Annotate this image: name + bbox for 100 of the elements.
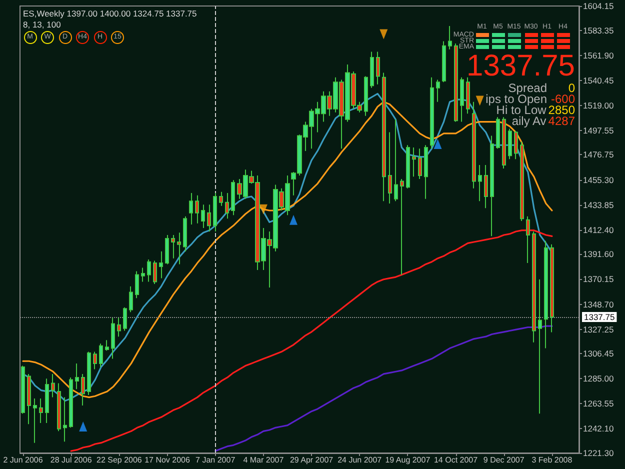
candlestick xyxy=(219,191,223,206)
candlestick xyxy=(123,306,127,332)
candlestick xyxy=(406,144,410,189)
candlestick xyxy=(436,79,440,102)
candlestick xyxy=(93,351,97,370)
candlestick xyxy=(442,40,446,83)
point xyxy=(79,421,88,432)
annotation: -600 xyxy=(550,92,576,106)
y-tick-label: 1285.00 xyxy=(583,374,614,384)
candlestick xyxy=(538,278,542,414)
candlestick xyxy=(376,51,380,85)
candlestick xyxy=(75,362,79,390)
candlestick xyxy=(105,340,109,352)
annotation: 1337.75 xyxy=(466,50,575,82)
candlestick xyxy=(412,146,416,178)
x-tick-label: 7 Jan 2007 xyxy=(196,456,236,464)
candlestick xyxy=(147,259,151,282)
candlestick xyxy=(189,192,193,226)
annotation: aily Av xyxy=(512,114,546,128)
candlestick xyxy=(370,51,374,88)
annotation: Hi to Low xyxy=(496,103,547,117)
candlestick xyxy=(544,240,548,349)
x-tick-label: 2 Jun 2006 xyxy=(3,456,44,464)
y-tick-label: 1391.60 xyxy=(583,249,614,260)
x-tick-label: 9 Dec 2007 xyxy=(483,456,525,464)
candlestick xyxy=(478,164,482,202)
candlestick xyxy=(508,128,512,160)
y-tick-label: 1540.45 xyxy=(583,75,614,86)
y-tick-label: 1263.55 xyxy=(583,398,614,409)
y-tick-label: 1433.85 xyxy=(583,200,614,210)
candlestick xyxy=(165,234,169,265)
y-tick-label: 1412.40 xyxy=(583,224,614,235)
line-series xyxy=(70,230,553,452)
x-tick-label: 29 Apr 2007 xyxy=(290,456,334,464)
y-tick-label: 1583.35 xyxy=(583,25,614,36)
x-tick-label: 22 Sep 2006 xyxy=(96,456,142,464)
candlestick xyxy=(454,43,458,122)
point xyxy=(259,204,268,214)
candlestick xyxy=(213,192,217,232)
candlestick xyxy=(99,343,103,368)
candlestick xyxy=(225,192,229,220)
line-series xyxy=(214,325,553,452)
candlestick xyxy=(63,396,67,442)
y-tick-label: 1519.00 xyxy=(583,100,614,110)
candlestick xyxy=(129,286,133,313)
annotation: 2850 xyxy=(548,103,576,117)
y-tick-label: 1455.30 xyxy=(583,174,614,185)
point xyxy=(380,29,388,40)
candlestick xyxy=(466,76,470,114)
x-tick-label: 24 Jun 2007 xyxy=(338,456,382,464)
candlestick xyxy=(117,317,121,338)
candlestick xyxy=(135,270,139,299)
candlestick xyxy=(153,260,157,285)
ref-line-label: 1337.75 xyxy=(584,312,615,322)
y-tick-label: 1370.15 xyxy=(583,274,614,284)
x-tick-label: 28 Jul 2006 xyxy=(50,456,92,464)
candlestick xyxy=(159,250,163,279)
candlestick xyxy=(400,178,404,276)
candlestick xyxy=(87,351,91,396)
candlestick xyxy=(364,76,368,116)
x-tick-label: 14 Oct 2007 xyxy=(434,456,478,464)
candlestick xyxy=(514,130,518,160)
candlestick xyxy=(532,231,536,343)
candlestick xyxy=(472,101,476,189)
candlestick xyxy=(388,132,392,204)
candlestick xyxy=(51,373,55,398)
chart-title: ES,Weekly 1397.00 1400.00 1324.75 1337.75 xyxy=(23,8,198,18)
candlestick xyxy=(394,118,398,202)
candlestick xyxy=(382,72,386,202)
y-tick-label: 1561.90 xyxy=(583,50,614,60)
y-tick-label: 1604.15 xyxy=(583,1,614,11)
annotation: 4287 xyxy=(548,114,576,128)
candlestick xyxy=(490,135,494,237)
annotation: ips to Open xyxy=(486,92,547,106)
candlestick xyxy=(502,116,506,169)
point xyxy=(289,214,298,225)
candlestick xyxy=(526,216,530,264)
candlestick xyxy=(430,76,434,150)
candlestick xyxy=(195,194,199,224)
candlestick xyxy=(81,373,85,406)
text: 8, 13, 100 xyxy=(23,20,62,30)
candlestick xyxy=(33,398,37,444)
y-tick-label: 1242.10 xyxy=(583,424,614,434)
candlestick xyxy=(496,116,500,150)
candlestick xyxy=(177,232,181,265)
candlestick xyxy=(111,317,115,360)
candlestick xyxy=(520,141,524,222)
text: 0 xyxy=(568,81,576,95)
candlestick xyxy=(27,373,31,425)
candlestick xyxy=(207,204,211,232)
y-tick-label: 1348.70 xyxy=(583,299,614,310)
candlestick xyxy=(183,216,187,252)
y-tick-label: 1306.45 xyxy=(583,348,614,359)
point xyxy=(434,138,442,149)
candlestick xyxy=(171,234,175,259)
candlestick xyxy=(484,164,488,209)
candlestick xyxy=(418,148,422,180)
y-tick-label: 1221.30 xyxy=(583,448,614,458)
candlestick xyxy=(460,76,464,122)
candlestick xyxy=(69,376,73,428)
